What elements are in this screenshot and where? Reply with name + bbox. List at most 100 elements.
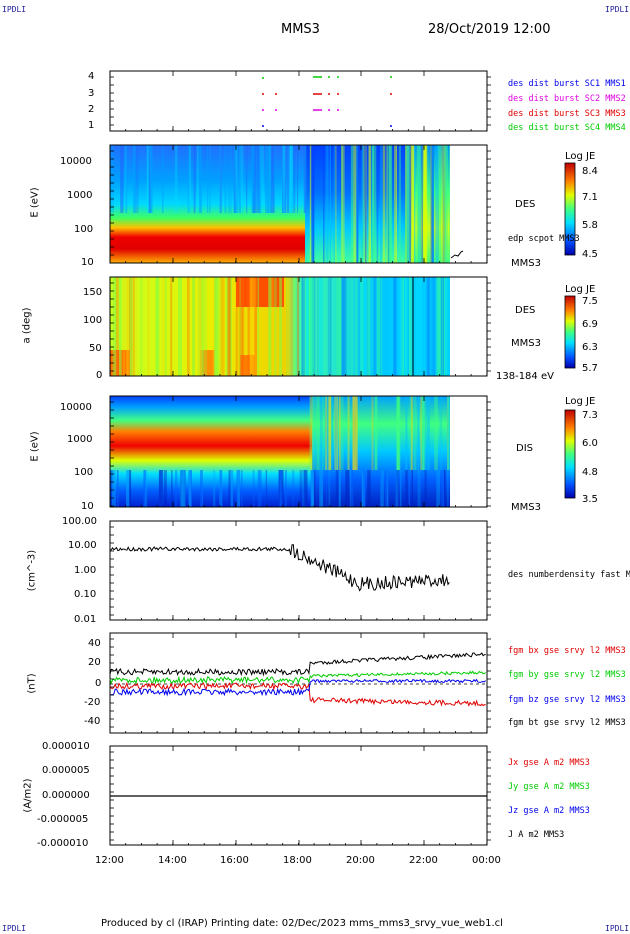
b-legend-bx: fgm bx gse srvy l2 MMS3 xyxy=(508,646,626,656)
b-ytick--40: -40 xyxy=(84,716,101,727)
magnetic-field-panel xyxy=(109,632,488,734)
density-ytick-10: 10.00 xyxy=(68,540,97,551)
des-e-ytick-10000: 10000 xyxy=(60,156,92,167)
cbar2-tick-2: 6.3 xyxy=(582,342,598,353)
des-e-side-des: DES xyxy=(515,199,536,210)
pitch-ytick-150: 150 xyxy=(83,287,103,298)
pitch-side-energy: 138-184 eV xyxy=(496,371,554,382)
density-ytick-0.1: 0.10 xyxy=(74,589,97,600)
burst-panel xyxy=(109,70,488,132)
dis-ytick-10: 10 xyxy=(81,501,94,512)
xtick-2000: 20:00 xyxy=(346,855,375,866)
b-legend-by: fgm by gse srvy l2 MMS3 xyxy=(508,670,626,680)
j-ytick-3: -0.000005 xyxy=(37,814,89,825)
density-ytick-1: 1.00 xyxy=(74,565,97,576)
des-e-side-mms3: MMS3 xyxy=(511,258,541,269)
j-legend-j: J A m2 MMS3 xyxy=(508,830,565,840)
dis-side-dis: DIS xyxy=(516,443,533,454)
density-ylabel: (cm^-3) xyxy=(26,549,38,592)
j-ytick-0: 0.000010 xyxy=(42,741,90,752)
des-e-ytick-10: 10 xyxy=(81,257,94,268)
j-ylabel: (A/m2) xyxy=(22,778,34,813)
datetime-title: 28/Oct/2019 12:00 xyxy=(428,22,551,37)
dis-ytick-10000: 10000 xyxy=(60,402,92,413)
burst-markers xyxy=(262,76,392,127)
cbar1-tick-1: 7.1 xyxy=(582,192,598,203)
b-legend-bt: fgm bt gse srvy l2 MMS3 xyxy=(508,718,626,728)
colorbar-dis-energy xyxy=(564,409,576,499)
xtick-0000: 00:00 xyxy=(472,855,501,866)
cbar2-tick-3: 5.7 xyxy=(582,363,598,374)
pitch-ytick-0: 0 xyxy=(96,370,103,381)
b-ytick-0: 0 xyxy=(95,678,102,689)
xtick-2200: 22:00 xyxy=(409,855,438,866)
b-ytick--20: -20 xyxy=(84,697,101,708)
cbar3-tick-0: 7.3 xyxy=(582,410,598,421)
cbar2-tick-1: 6.9 xyxy=(582,319,598,330)
xtick-1400: 14:00 xyxy=(158,855,187,866)
colorbar-des-energy xyxy=(564,162,576,256)
j-ytick-4: -0.000010 xyxy=(37,838,89,849)
des-energy-panel xyxy=(109,144,488,264)
pitch-ytick-50: 50 xyxy=(89,343,102,354)
burst-legend-mms2: des dist burst SC2 MMS2 xyxy=(508,94,626,104)
cbar2-tick-0: 7.5 xyxy=(582,296,598,307)
corner-label-bottom-left: IPDLI xyxy=(2,924,27,933)
density-legend: des numberdensity fast M xyxy=(508,570,630,580)
j-ytick-2: 0.000000 xyxy=(42,790,90,801)
density-ytick-100: 100.00 xyxy=(62,516,97,527)
burst-legend-mms1: des dist burst SC1 MMS1 xyxy=(508,79,626,89)
dis-side-mms3: MMS3 xyxy=(511,502,541,513)
xtick-1800: 18:00 xyxy=(283,855,312,866)
cbar3-tick-2: 4.8 xyxy=(582,467,598,478)
density-ytick-0.01: 0.01 xyxy=(74,614,97,625)
density-series-line xyxy=(109,544,450,592)
pitch-ylabel: a (deg) xyxy=(21,307,33,344)
footer-credit: Produced by cl (IRAP) Printing date: 02/… xyxy=(101,918,503,929)
burst-ytick-3: 3 xyxy=(88,88,95,99)
pitch-side-des: DES xyxy=(515,305,536,316)
des-e-ylabel: E (eV) xyxy=(29,187,41,218)
dis-ylabel: E (eV) xyxy=(29,431,41,462)
b-ytick-40: 40 xyxy=(88,638,101,649)
des-e-side-scpot: edp scpot MMS3 xyxy=(508,234,580,244)
dis-energy-panel xyxy=(109,395,488,508)
burst-ytick-4: 4 xyxy=(88,71,95,82)
cbar3-title: Log JE xyxy=(565,396,596,407)
spacecraft-title: MMS3 xyxy=(281,22,320,37)
pitch-side-mms3: MMS3 xyxy=(511,338,541,349)
bx-series-line xyxy=(109,681,486,707)
corner-label-top-left: IPDLI xyxy=(2,5,27,14)
des-pitch-panel xyxy=(109,276,488,377)
burst-ytick-1: 1 xyxy=(88,120,95,131)
bt-series-line xyxy=(109,652,486,677)
b-legend-bz: fgm bz gse srvy l2 MMS3 xyxy=(508,695,626,705)
j-legend-jy: Jy gse A m2 MMS3 xyxy=(508,782,590,792)
density-panel xyxy=(109,520,488,621)
colorbar-des-pitch xyxy=(564,295,576,369)
cbar1-tick-3: 4.5 xyxy=(582,249,598,260)
des-e-ytick-100: 100 xyxy=(74,224,94,235)
des-e-ytick-1000: 1000 xyxy=(67,190,93,201)
corner-label-top-right: IPDLI xyxy=(605,5,630,14)
xtick-1600: 16:00 xyxy=(220,855,249,866)
current-density-panel xyxy=(109,745,488,846)
cbar3-tick-1: 6.0 xyxy=(582,438,598,449)
pitch-ytick-100: 100 xyxy=(83,315,103,326)
j-legend-jx: Jx gse A m2 MMS3 xyxy=(508,758,590,768)
b-ytick-20: 20 xyxy=(88,657,101,668)
j-legend-jz: Jz gse A m2 MMS3 xyxy=(508,806,590,816)
cbar1-title: Log JE xyxy=(565,151,596,162)
by-series-line xyxy=(109,670,486,685)
j-ytick-1: 0.000005 xyxy=(42,765,90,776)
b-ylabel: (nT) xyxy=(26,673,38,694)
corner-label-bottom-right: IPDLI xyxy=(605,924,630,933)
burst-legend-mms3: des dist burst SC3 MMS3 xyxy=(508,109,626,119)
bz-series-line xyxy=(109,678,487,697)
cbar2-title: Log JE xyxy=(565,284,596,295)
cbar3-tick-3: 3.5 xyxy=(582,494,598,505)
dis-ytick-1000: 1000 xyxy=(67,434,93,445)
cbar1-tick-2: 5.8 xyxy=(582,220,598,231)
burst-ytick-2: 2 xyxy=(88,104,95,115)
